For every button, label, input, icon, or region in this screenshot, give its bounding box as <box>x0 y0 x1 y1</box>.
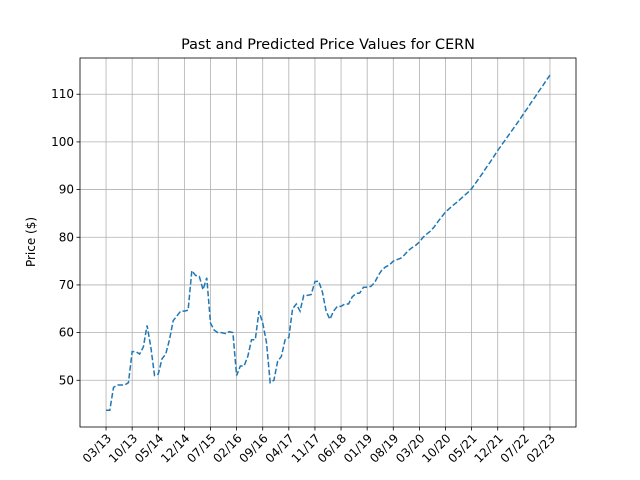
y-axis-label: Price ($) <box>24 217 38 267</box>
y-tick-label: 110 <box>51 87 74 101</box>
y-tick-label: 70 <box>59 278 74 292</box>
price-line <box>106 74 551 412</box>
chart-title: Past and Predicted Price Values for CERN <box>181 37 475 53</box>
y-tick-label: 60 <box>59 326 74 340</box>
y-tick-label: 50 <box>59 373 74 387</box>
y-tick-label: 80 <box>59 230 74 244</box>
plot-frame <box>79 57 577 428</box>
y-tick-label: 100 <box>51 135 74 149</box>
y-tick-label: 90 <box>59 183 74 197</box>
